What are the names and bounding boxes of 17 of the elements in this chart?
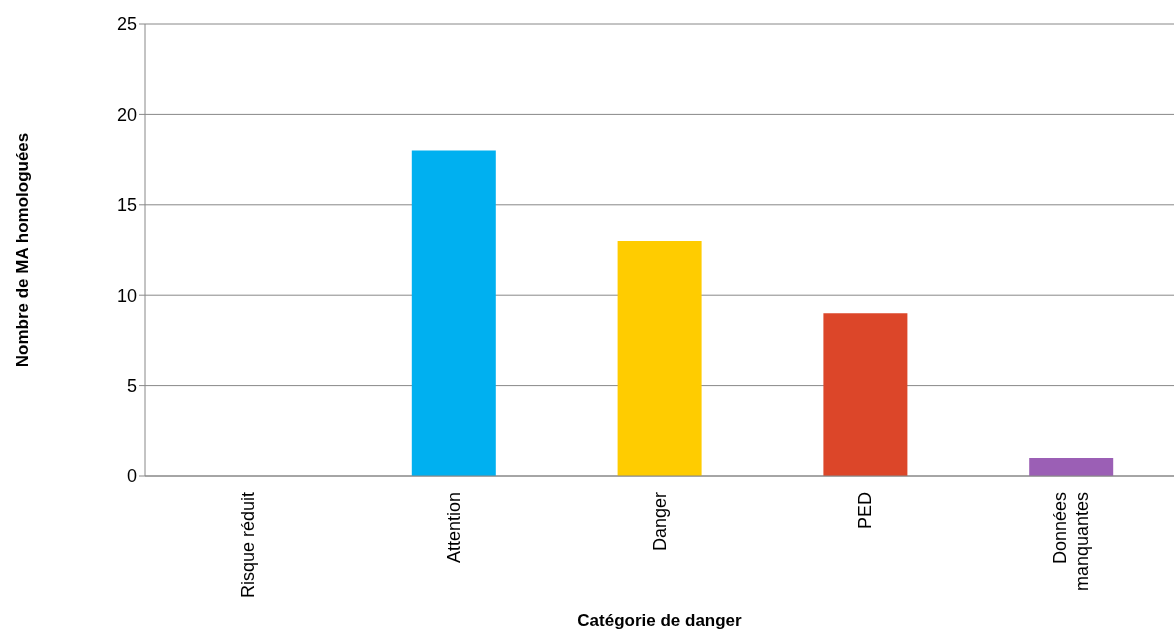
x-tick-label: Attention	[443, 492, 464, 564]
bar	[617, 240, 702, 476]
bar	[1029, 457, 1114, 476]
y-tick-label: 15	[116, 195, 137, 216]
x-tick-label: Danger	[649, 492, 670, 552]
x-tick-label: Risque réduit	[237, 492, 258, 599]
y-tick-label: 10	[116, 285, 137, 306]
y-tick-label: 0	[126, 466, 137, 487]
y-axis-title: Nombre de MA homologuées	[13, 132, 33, 368]
x-tick-label: Données manquantes	[1050, 492, 1093, 592]
y-tick-label: 20	[116, 104, 137, 125]
bar	[411, 150, 496, 476]
y-tick-label: 25	[116, 14, 137, 35]
x-tick-label: PED	[855, 492, 876, 530]
x-axis-title: Catégorie de danger	[577, 611, 743, 630]
bar	[823, 313, 908, 476]
y-tick-label: 5	[126, 375, 137, 396]
